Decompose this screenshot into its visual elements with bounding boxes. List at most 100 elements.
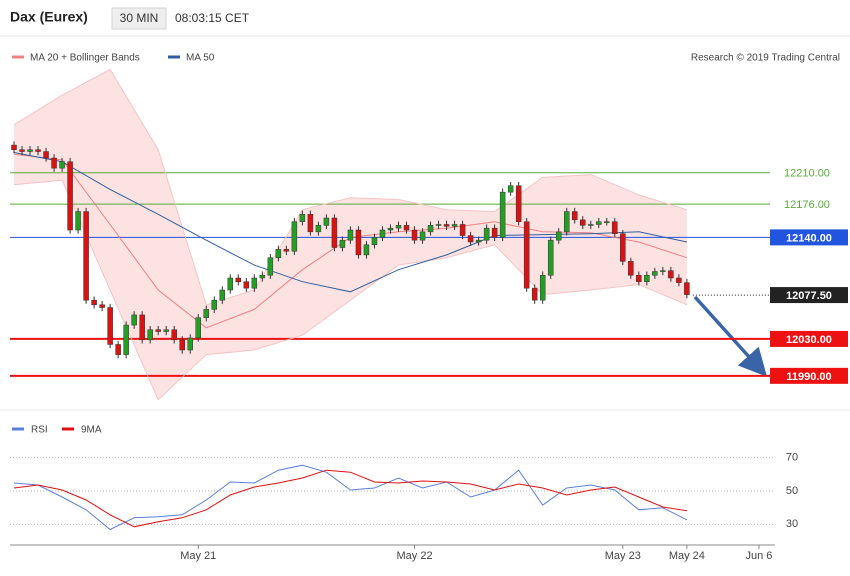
x-tick-label: May 22: [396, 550, 432, 562]
candle-body: [155, 329, 161, 332]
x-tick-label: Jun 6: [746, 550, 773, 562]
candle-body: [259, 274, 266, 279]
candle-body: [179, 339, 185, 351]
candle-body: [139, 314, 145, 341]
candle-body: [51, 157, 57, 169]
level-label: 12077.50: [786, 290, 832, 302]
candle-body: [11, 144, 17, 150]
candle-body: [75, 211, 81, 231]
candle-body: [131, 314, 137, 326]
candle-body: [83, 211, 89, 301]
candle-body: [499, 191, 506, 238]
rsi-line: [13, 469, 687, 528]
candle-body: [419, 231, 426, 241]
credit: Research © 2019 Trading Central: [691, 53, 840, 64]
candle-body: [299, 214, 306, 222]
candle-body: [411, 229, 418, 241]
x-tick-label: May 23: [605, 550, 641, 562]
candle-body: [331, 217, 338, 248]
candle-body: [19, 149, 25, 152]
candle-body: [107, 307, 113, 345]
candle-body: [668, 270, 674, 279]
candle-body: [395, 225, 402, 229]
level-label: 11990.00: [786, 371, 831, 383]
y-tick-label: 30: [786, 518, 798, 530]
timestamp: 08:03:15 CET: [175, 11, 250, 25]
candle-body: [483, 227, 490, 241]
candle-body: [219, 289, 226, 301]
candle-body: [475, 239, 482, 243]
candle-body: [147, 329, 153, 341]
x-tick-label: May 24: [669, 550, 705, 562]
candle-body: [387, 227, 394, 231]
candle-body: [243, 281, 250, 289]
candle-body: [579, 219, 586, 226]
candle-body: [339, 239, 346, 248]
candle-body: [507, 185, 514, 193]
moving-average: [13, 152, 688, 293]
candle-body: [676, 277, 682, 283]
candle-body: [652, 271, 658, 276]
y-tick-label: 70: [786, 452, 798, 464]
candle-body: [604, 221, 610, 223]
interval: 30 MIN: [120, 11, 159, 25]
projection-arrow: [693, 295, 768, 377]
candle-body: [555, 231, 562, 241]
candle-body: [59, 161, 65, 169]
legend-label: RSI: [31, 425, 48, 436]
candle-body: [596, 221, 602, 225]
candle-body: [35, 149, 41, 152]
candle-body: [115, 344, 121, 355]
candle-body: [91, 299, 97, 306]
candle-body: [371, 237, 378, 246]
candle-body: [363, 244, 370, 256]
candle-body: [323, 217, 330, 226]
candle-body: [43, 151, 49, 159]
candle-body: [283, 249, 290, 252]
legend-label: MA 50: [186, 53, 215, 64]
candle-body: [355, 229, 362, 256]
candle-body: [660, 270, 666, 272]
level-label: 12140.00: [786, 232, 832, 244]
x-tick-label: May 21: [180, 550, 216, 562]
candle-body: [267, 257, 274, 276]
candle-body: [491, 227, 498, 238]
candle-body: [588, 224, 594, 226]
candle-body: [235, 277, 242, 282]
candle-body: [275, 249, 282, 258]
candle-body: [628, 261, 634, 276]
candle-body: [67, 161, 73, 231]
candle-body: [403, 225, 410, 231]
candle-body: [563, 211, 570, 233]
rsi-line: [13, 464, 688, 531]
candle-body: [636, 274, 642, 282]
candle-body: [620, 233, 626, 262]
legend-label: 9MA: [81, 425, 102, 436]
candle-body: [571, 211, 578, 221]
instrument-title: Dax (Eurex): [10, 9, 88, 25]
candle-body: [27, 149, 33, 152]
candle-body: [347, 229, 354, 241]
candle-body: [515, 185, 522, 222]
level-tag: [770, 229, 848, 246]
candle-body: [315, 225, 322, 233]
candle-body: [612, 221, 618, 234]
candle-body: [467, 235, 474, 243]
candle-body: [123, 324, 129, 355]
y-tick-label: 50: [786, 485, 798, 497]
candle-body: [307, 214, 314, 233]
candle-body: [443, 224, 450, 227]
candle-body: [547, 239, 554, 276]
level-label: 12210.00: [784, 168, 830, 180]
level-label: 12030.00: [786, 334, 832, 346]
level-tag: [770, 367, 848, 384]
candle-body: [203, 309, 210, 318]
candle-body: [427, 225, 434, 233]
candle-body: [459, 224, 466, 236]
candle-body: [379, 229, 386, 238]
candle-body: [99, 304, 105, 308]
candle-body: [187, 337, 193, 351]
candle-body: [291, 221, 298, 252]
